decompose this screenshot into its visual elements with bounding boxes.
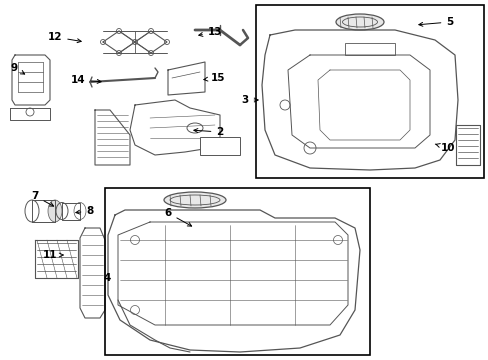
Text: 13: 13 — [199, 27, 222, 37]
Text: 7: 7 — [31, 191, 54, 206]
Text: 15: 15 — [203, 73, 225, 83]
Ellipse shape — [335, 14, 383, 30]
Bar — [200, 137, 240, 155]
Text: 14: 14 — [71, 75, 101, 85]
Bar — [345, 43, 394, 55]
Ellipse shape — [163, 192, 225, 208]
Text: 8: 8 — [76, 206, 93, 216]
Text: 1: 1 — [203, 142, 231, 152]
Text: 12: 12 — [48, 32, 81, 42]
Bar — [256, 5, 483, 178]
Bar — [105, 188, 369, 355]
Text: 9: 9 — [10, 63, 24, 74]
Ellipse shape — [48, 200, 62, 222]
Text: 2: 2 — [193, 127, 223, 137]
Text: 4: 4 — [103, 273, 110, 283]
Text: 5: 5 — [418, 17, 453, 27]
Text: 10: 10 — [434, 143, 454, 153]
Text: 3: 3 — [241, 95, 258, 105]
Text: 11: 11 — [42, 250, 63, 260]
Text: 6: 6 — [164, 208, 191, 226]
